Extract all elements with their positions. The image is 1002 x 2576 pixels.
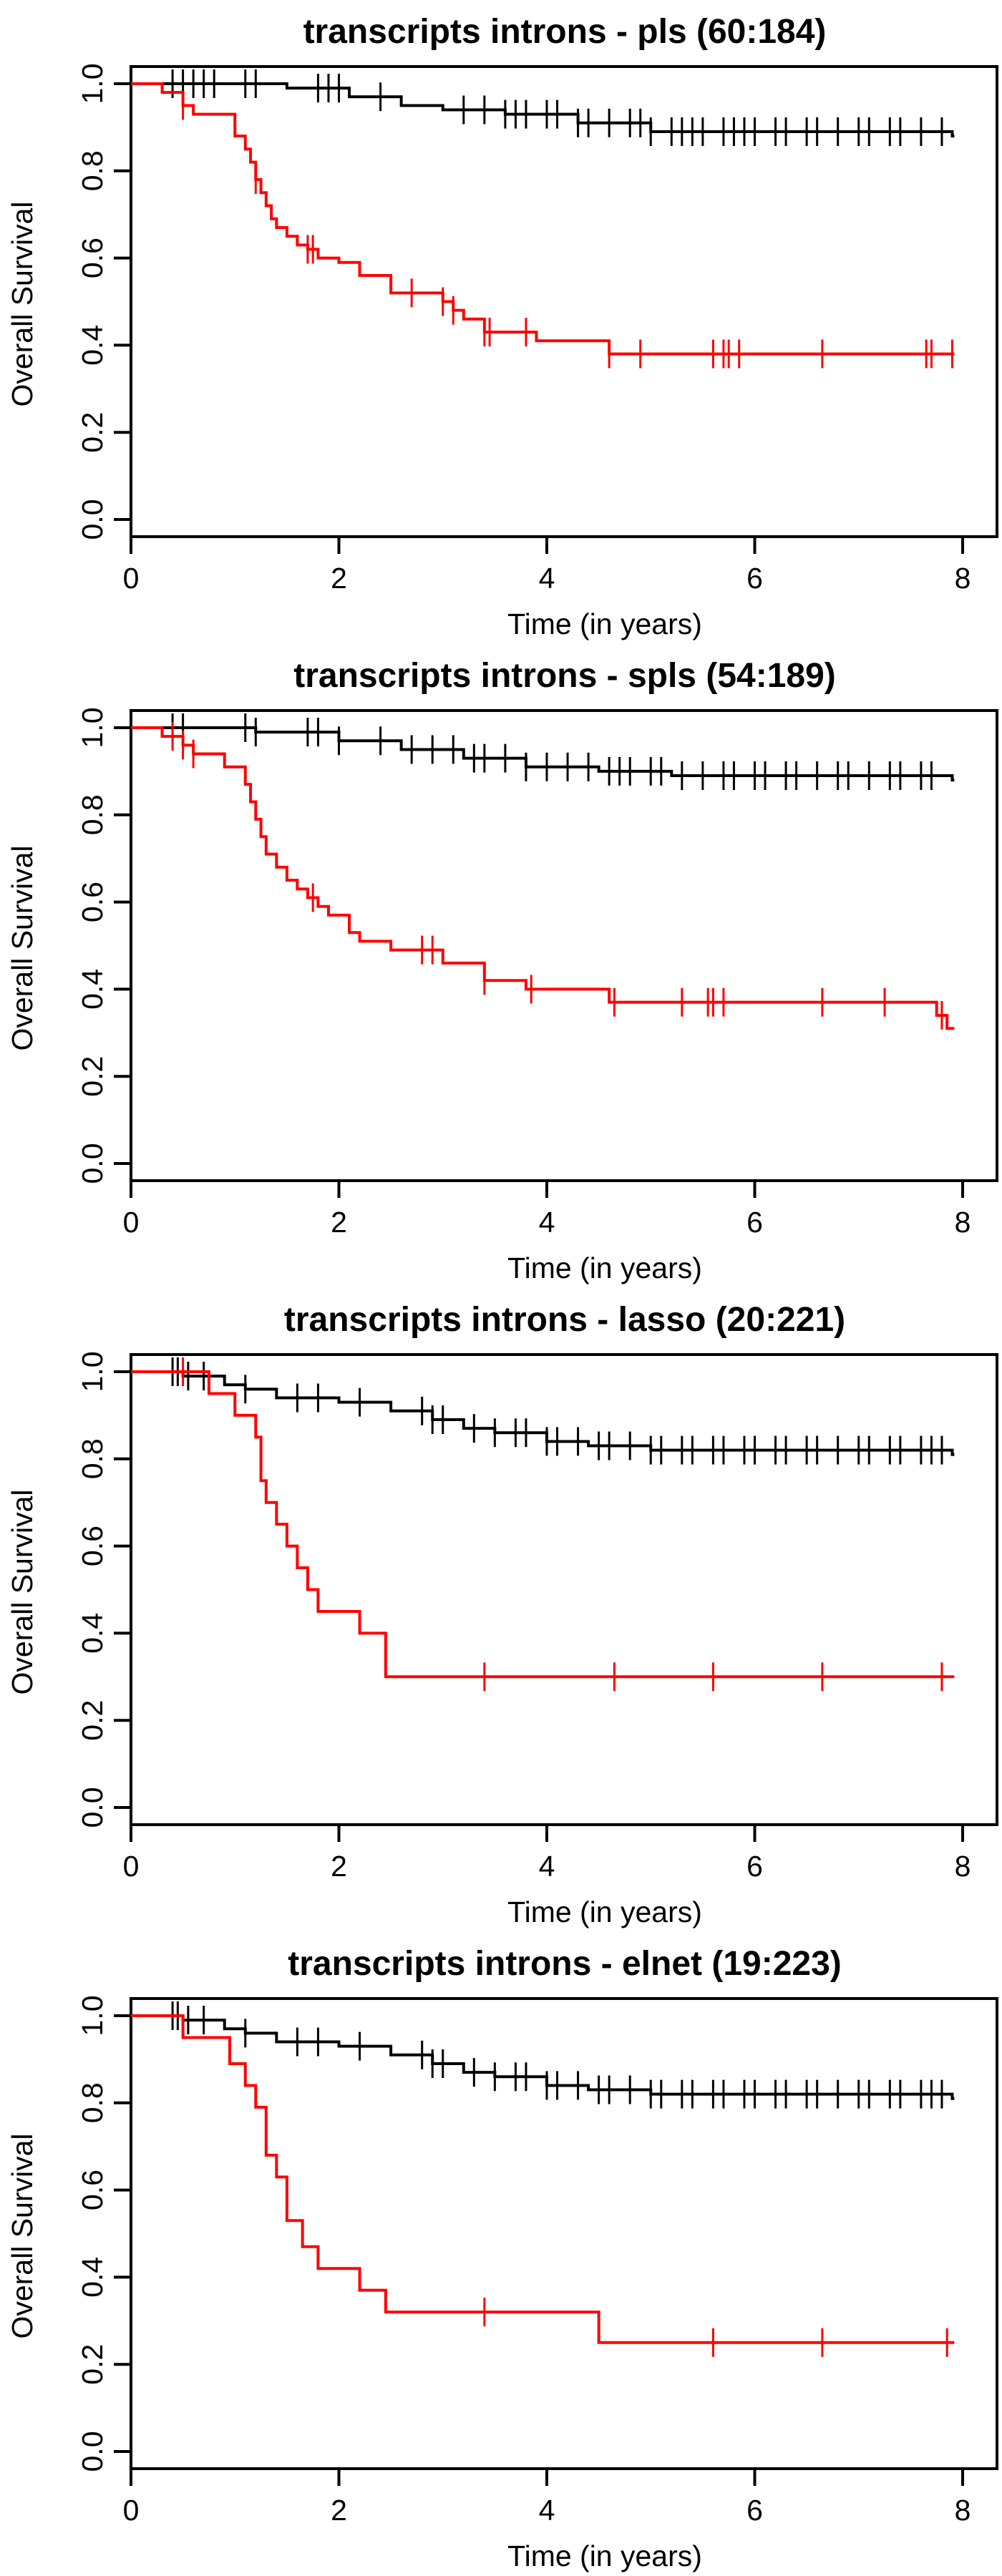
survival-curve-low-risk (131, 726, 955, 782)
x-tick-label: 2 (331, 2494, 347, 2527)
y-tick-label: 1.0 (76, 1996, 109, 2036)
y-axis-label: Overall Survival (6, 845, 39, 1050)
x-tick-label: 2 (331, 1850, 347, 1883)
x-tick-label: 8 (955, 2494, 971, 2527)
y-tick-label: 0.0 (76, 1143, 109, 1184)
y-axis-label: Overall Survival (6, 1489, 39, 1694)
survival-curve-low-risk (131, 82, 955, 138)
x-tick-label: 2 (331, 1206, 347, 1239)
y-tick-label: 0.8 (76, 2082, 109, 2123)
x-tick-label: 8 (955, 1850, 971, 1883)
x-tick-label: 4 (539, 562, 555, 595)
y-tick-label: 0.4 (76, 325, 109, 366)
km-panel-pls: transcripts introns - pls (60:184) Time … (0, 0, 1002, 644)
y-tick-label: 0.0 (76, 499, 109, 540)
x-tick-label: 0 (123, 562, 140, 595)
y-tick-label: 0.4 (76, 2257, 109, 2298)
chart-title: transcripts introns - elnet (19:223) (288, 1945, 842, 1983)
x-tick-label: 4 (539, 1206, 555, 1239)
survival-curve-high-risk (131, 82, 955, 356)
x-tick-label: 4 (539, 2494, 555, 2527)
y-axis-label: Overall Survival (6, 201, 39, 406)
x-tick-label: 2 (331, 562, 347, 595)
x-tick-label: 0 (123, 1206, 140, 1239)
y-tick-label: 0.2 (76, 412, 109, 453)
x-tick-label: 6 (746, 2494, 763, 2527)
plot-frame (130, 1997, 998, 2470)
survival-curve-high-risk (131, 726, 955, 1030)
x-tick-label: 4 (539, 1850, 555, 1883)
plot-frame (130, 65, 998, 538)
survival-curve-high-risk (131, 1370, 955, 1679)
y-tick-label: 0.0 (76, 2431, 109, 2472)
y-tick-label: 0.4 (76, 969, 109, 1010)
km-plot-lasso: transcripts introns - lasso (20:221) Tim… (6, 1301, 998, 1928)
km-plot-pls: transcripts introns - pls (60:184) Time … (6, 13, 998, 640)
y-tick-label: 0.2 (76, 2344, 109, 2385)
y-tick-label: 1.0 (76, 708, 109, 748)
chart-title: transcripts introns - spls (54:189) (293, 657, 836, 695)
plot-frame (130, 1353, 998, 1826)
y-tick-label: 0.8 (76, 1438, 109, 1479)
y-axis-label: Overall Survival (6, 2133, 39, 2338)
x-tick-label: 8 (955, 1206, 971, 1239)
y-tick-label: 0.6 (76, 238, 109, 278)
km-panel-elnet: transcripts introns - elnet (19:223) Tim… (0, 1932, 1002, 2576)
x-axis-label: Time (in years) (507, 1252, 702, 1284)
x-axis-label: Time (in years) (507, 1896, 702, 1928)
y-tick-label: 0.6 (76, 1526, 109, 1566)
x-axis-label: Time (in years) (507, 2540, 702, 2572)
y-tick-label: 0.2 (76, 1056, 109, 1097)
x-axis-label: Time (in years) (507, 608, 702, 640)
y-tick-label: 0.0 (76, 1787, 109, 1828)
x-tick-label: 6 (746, 1206, 763, 1239)
km-panel-spls: transcripts introns - spls (54:189) Time… (0, 644, 1002, 1288)
y-tick-label: 0.6 (76, 2170, 109, 2210)
survival-curve-low-risk (131, 1370, 955, 1456)
survival-curve-high-risk (131, 2014, 955, 2344)
y-tick-label: 0.8 (76, 150, 109, 191)
x-tick-label: 6 (746, 562, 763, 595)
x-tick-label: 6 (746, 1850, 763, 1883)
chart-title: transcripts introns - lasso (20:221) (284, 1301, 845, 1339)
chart-title: transcripts introns - pls (60:184) (303, 13, 827, 51)
plot-frame (130, 709, 998, 1182)
x-tick-label: 0 (123, 1850, 140, 1883)
y-tick-label: 1.0 (76, 64, 109, 104)
y-tick-label: 0.6 (76, 882, 109, 922)
y-tick-label: 0.4 (76, 1613, 109, 1654)
y-tick-label: 0.8 (76, 794, 109, 835)
x-tick-label: 8 (955, 562, 971, 595)
km-plot-spls: transcripts introns - spls (54:189) Time… (6, 657, 998, 1284)
x-tick-label: 0 (123, 2494, 140, 2527)
km-panel-lasso: transcripts introns - lasso (20:221) Tim… (0, 1288, 1002, 1932)
y-tick-label: 0.2 (76, 1700, 109, 1741)
y-tick-label: 1.0 (76, 1352, 109, 1392)
km-plot-elnet: transcripts introns - elnet (19:223) Tim… (6, 1945, 998, 2572)
